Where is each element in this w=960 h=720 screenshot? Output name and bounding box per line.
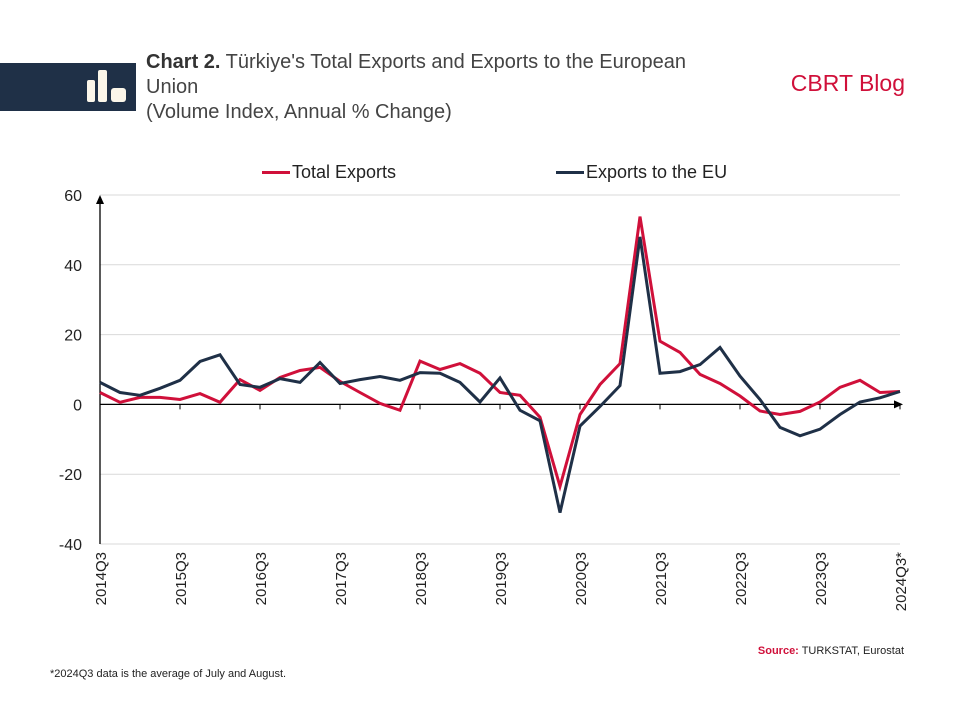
series-line-total-exports	[99, 216, 901, 492]
legend-label-eu: Exports to the EU	[586, 162, 728, 182]
y-tick-label: 60	[64, 188, 82, 205]
legend-swatch-eu	[556, 171, 584, 174]
x-tick-label: 2019Q3	[493, 552, 510, 605]
y-tick-label: 20	[64, 328, 82, 345]
footnote: *2024Q3 data is the average of July and …	[50, 668, 287, 680]
series-line-exports-to-eu	[99, 236, 901, 513]
source-label: Source:	[757, 645, 799, 657]
x-tick-label: 2017Q3	[333, 552, 350, 605]
source-note: Source: TURKSTAT, Eurostat	[758, 645, 904, 657]
chart-title-bold: Chart 2.	[146, 51, 221, 73]
chart-title-text: Türkiye's Total Exports and Exports to t…	[146, 51, 687, 98]
chart-icon-block	[0, 63, 136, 111]
x-tick-label: 2016Q3	[253, 552, 270, 605]
x-tick-label: 2022Q3	[733, 552, 750, 605]
chart-subtitle: (Volume Index, Annual % Change)	[146, 101, 452, 123]
x-axis-arrow	[894, 400, 903, 409]
x-tick-label: 2023Q3	[813, 552, 830, 605]
x-tick-label: 2014Q3	[93, 552, 110, 605]
legend: Total Exports Exports to the EU	[0, 162, 960, 186]
brand-label: CBRT Blog	[790, 70, 905, 96]
y-tick-label: 0	[73, 397, 82, 414]
y-tick-label: -40	[59, 537, 82, 554]
x-tick-label: 2018Q3	[413, 552, 430, 605]
source-text: TURKSTAT, Eurostat	[798, 645, 904, 657]
x-tick-label: 2015Q3	[173, 552, 190, 605]
x-tick-label: 2024Q3*	[893, 552, 910, 611]
legend-label-total: Total Exports	[292, 162, 397, 182]
x-tick-label: 2021Q3	[653, 552, 670, 605]
y-tick-label: 40	[64, 258, 82, 275]
legend-swatch-total	[262, 171, 290, 174]
chart-title: Chart 2. Türkiye's Total Exports and Exp…	[146, 50, 706, 125]
legend-item-eu: Exports to the EU	[556, 162, 727, 183]
x-tick-label: 2020Q3	[573, 552, 590, 605]
y-axis-arrow	[96, 195, 104, 204]
y-tick-label: -20	[59, 467, 82, 484]
bar-chart-icon	[87, 70, 126, 102]
legend-item-total: Total Exports	[262, 162, 396, 183]
